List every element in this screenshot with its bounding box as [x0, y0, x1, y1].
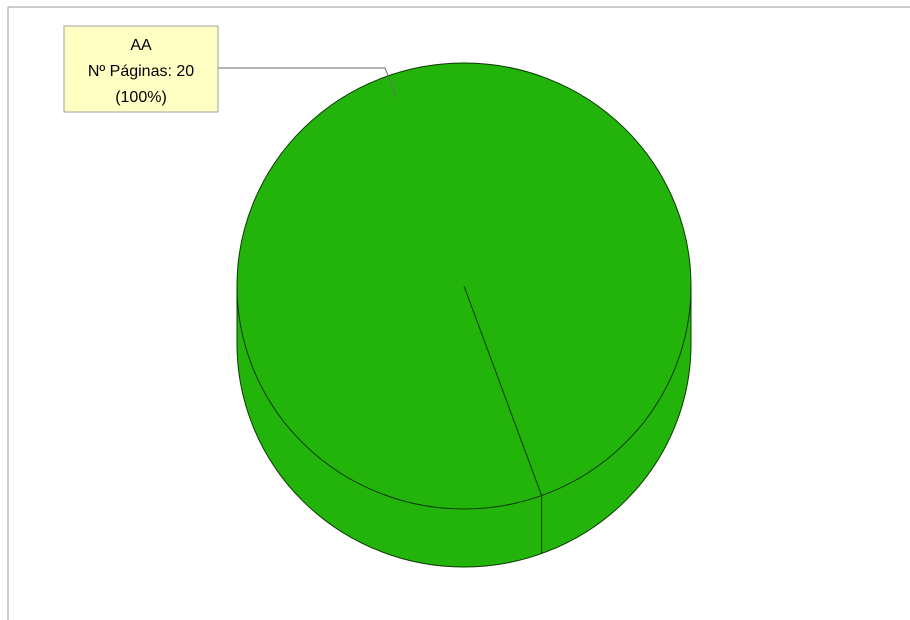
slice-label-value: Nº Páginas: 20	[88, 63, 194, 80]
slice-label-percent: (100%)	[115, 89, 167, 106]
callout-leader-line	[218, 67, 397, 97]
slice-label-category: AA	[130, 37, 152, 54]
pie-slice-radius-line	[463, 285, 543, 496]
slice-label-callout	[63, 25, 219, 113]
